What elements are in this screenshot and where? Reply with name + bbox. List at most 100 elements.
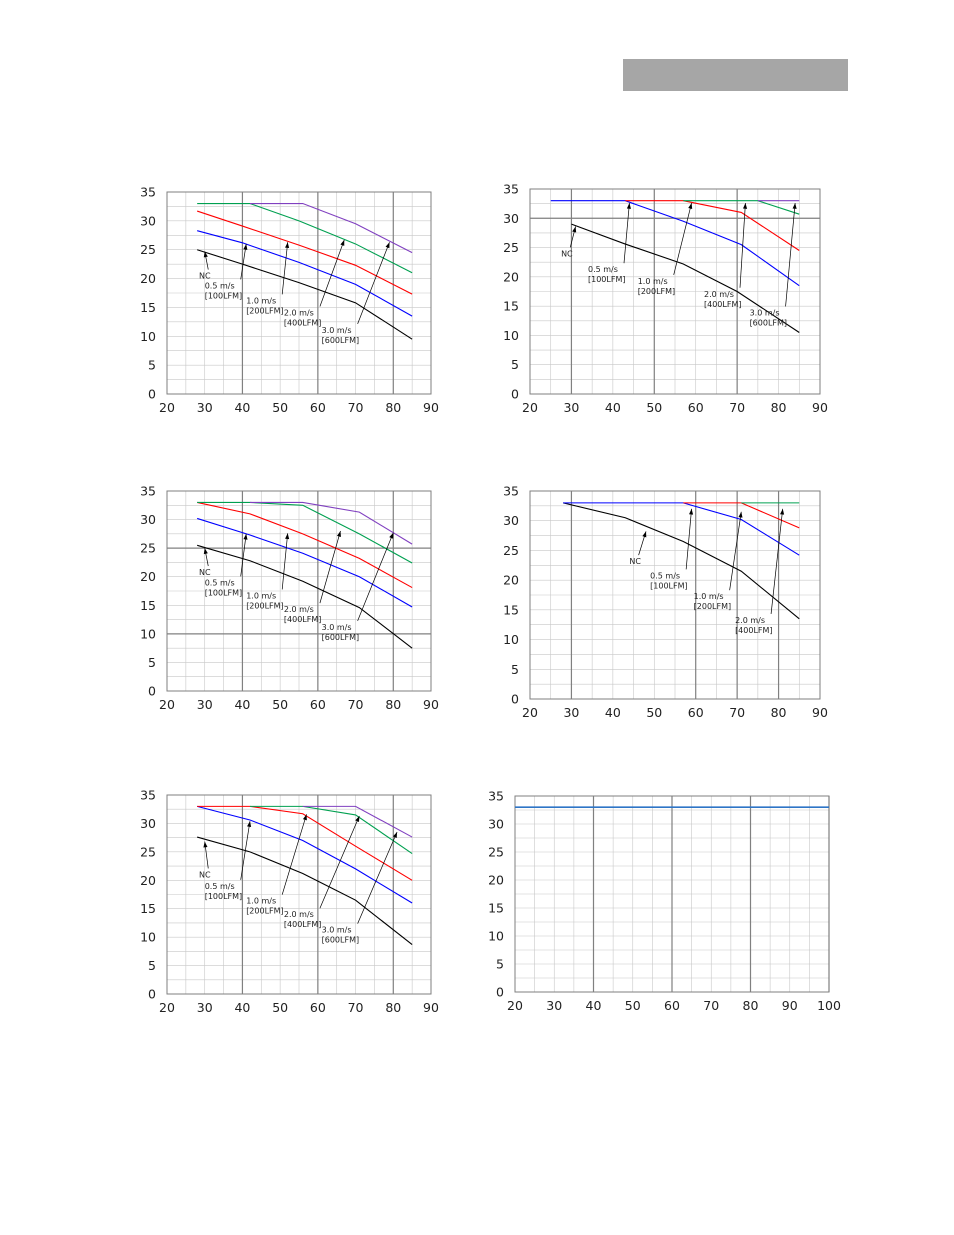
y-tick-label: 35 bbox=[488, 789, 504, 804]
y-tick-label: 10 bbox=[503, 328, 519, 343]
y-tick-label: 20 bbox=[140, 271, 156, 286]
x-tick-label: 30 bbox=[563, 400, 579, 415]
y-tick-label: 15 bbox=[140, 901, 156, 916]
annotation-label: 1.0 m/s bbox=[246, 591, 276, 600]
x-tick-label: 70 bbox=[348, 697, 364, 712]
x-tick-label: 40 bbox=[586, 998, 602, 1013]
y-tick-label: 35 bbox=[140, 185, 156, 200]
annotation-label: [200LFM] bbox=[246, 601, 283, 610]
y-tick-label: 35 bbox=[503, 484, 519, 499]
y-tick-label: 5 bbox=[148, 655, 156, 670]
y-tick-label: 0 bbox=[496, 985, 504, 1000]
series-line-2 bbox=[197, 517, 413, 608]
x-tick-label: 30 bbox=[197, 400, 213, 415]
plot-frame bbox=[166, 191, 432, 395]
series-line-2 bbox=[563, 502, 800, 556]
y-tick-label: 5 bbox=[148, 958, 156, 973]
annotation-arrowhead bbox=[336, 531, 341, 537]
x-tick-label: 50 bbox=[272, 1000, 288, 1015]
y-tick-label: 5 bbox=[148, 358, 156, 373]
plot-frame bbox=[166, 794, 432, 995]
x-tick-label: 60 bbox=[310, 400, 326, 415]
annotation-label: [400LFM] bbox=[735, 626, 772, 635]
annotation-label: 2.0 m/s bbox=[284, 309, 314, 318]
annotation-arrowhead bbox=[203, 251, 208, 258]
x-tick-label: 90 bbox=[423, 1000, 439, 1015]
annotation-arrow bbox=[770, 508, 784, 614]
annotation-arrowhead bbox=[203, 841, 208, 848]
annotation-label: NC bbox=[629, 557, 641, 566]
y-tick-label: 10 bbox=[488, 929, 504, 944]
annotation-arrowhead bbox=[285, 533, 290, 540]
y-tick-label: 25 bbox=[140, 242, 156, 257]
annotation-label: NC bbox=[561, 249, 573, 258]
header-bar bbox=[623, 59, 848, 91]
x-tick-label: 90 bbox=[812, 400, 828, 415]
annotation-label: NC bbox=[199, 272, 211, 281]
annotation-arrowhead bbox=[392, 831, 398, 838]
y-tick-label: 25 bbox=[488, 845, 504, 860]
annotation-label: 3.0 m/s bbox=[322, 926, 352, 935]
y-tick-label: 0 bbox=[148, 387, 156, 402]
y-tick-label: 15 bbox=[488, 901, 504, 916]
y-tick-label: 10 bbox=[140, 626, 156, 641]
series-line-1 bbox=[197, 544, 413, 649]
series-line-4 bbox=[197, 501, 413, 564]
annotation-arrow bbox=[739, 203, 746, 288]
annotation-arrow bbox=[281, 814, 307, 895]
plot-frame bbox=[529, 490, 821, 700]
annotation-label: [100LFM] bbox=[205, 588, 242, 597]
annotation-label: [200LFM] bbox=[694, 602, 731, 611]
annotation-label: 3.0 m/s bbox=[322, 326, 352, 335]
annotation-arrow bbox=[357, 532, 394, 621]
annotation-label: 1.0 m/s bbox=[246, 897, 276, 906]
annotation-arrowhead bbox=[738, 511, 743, 518]
series-line-3 bbox=[197, 805, 413, 881]
annotation-arrowhead bbox=[385, 242, 390, 249]
x-tick-label: 90 bbox=[782, 998, 798, 1013]
series-line-5 bbox=[249, 202, 413, 254]
y-tick-label: 0 bbox=[148, 684, 156, 699]
annotation-arrow bbox=[319, 815, 360, 909]
annotation-arrowhead bbox=[743, 203, 748, 209]
y-tick-label: 25 bbox=[503, 543, 519, 558]
annotation-label: 0.5 m/s bbox=[205, 882, 235, 891]
annotation-label: 1.0 m/s bbox=[694, 592, 724, 601]
annotation-label: NC bbox=[199, 870, 211, 879]
x-tick-label: 70 bbox=[348, 400, 364, 415]
annotation-arrowhead bbox=[355, 816, 360, 823]
annotation-arrow bbox=[785, 203, 796, 307]
y-tick-label: 35 bbox=[140, 788, 156, 803]
x-tick-label: 40 bbox=[234, 1000, 250, 1015]
annotation-arrowhead bbox=[689, 508, 694, 515]
x-tick-label: 20 bbox=[522, 400, 538, 415]
x-tick-label: 40 bbox=[234, 697, 250, 712]
annotation-label: [600LFM] bbox=[322, 633, 359, 642]
x-tick-label: 80 bbox=[743, 998, 759, 1013]
y-tick-label: 5 bbox=[511, 357, 519, 372]
chart-6: 20 30 40 50 60 70 80 90 100 0 5 10 15 20 25 30 35 bbox=[488, 789, 841, 1014]
y-tick-label: 25 bbox=[140, 844, 156, 859]
x-tick-label: 20 bbox=[507, 998, 523, 1013]
series-line-1 bbox=[563, 502, 800, 620]
annotation-label: 0.5 m/s bbox=[205, 578, 235, 587]
y-tick-label: 20 bbox=[140, 873, 156, 888]
series-line-3 bbox=[196, 210, 413, 295]
x-tick-label: 30 bbox=[197, 1000, 213, 1015]
x-tick-label: 60 bbox=[310, 1000, 326, 1015]
series-line-3 bbox=[197, 501, 413, 589]
y-tick-label: 30 bbox=[503, 211, 519, 226]
x-tick-label: 100 bbox=[817, 998, 841, 1013]
x-tick-label: 80 bbox=[771, 705, 787, 720]
x-tick-label: 20 bbox=[159, 1000, 175, 1015]
series-line-1 bbox=[197, 249, 413, 340]
annotation-arrow bbox=[240, 533, 247, 577]
x-tick-label: 70 bbox=[729, 400, 745, 415]
annotation-label: [200LFM] bbox=[246, 306, 283, 315]
annotation-label: [100LFM] bbox=[205, 291, 242, 300]
annotation-label: [100LFM] bbox=[588, 275, 625, 284]
